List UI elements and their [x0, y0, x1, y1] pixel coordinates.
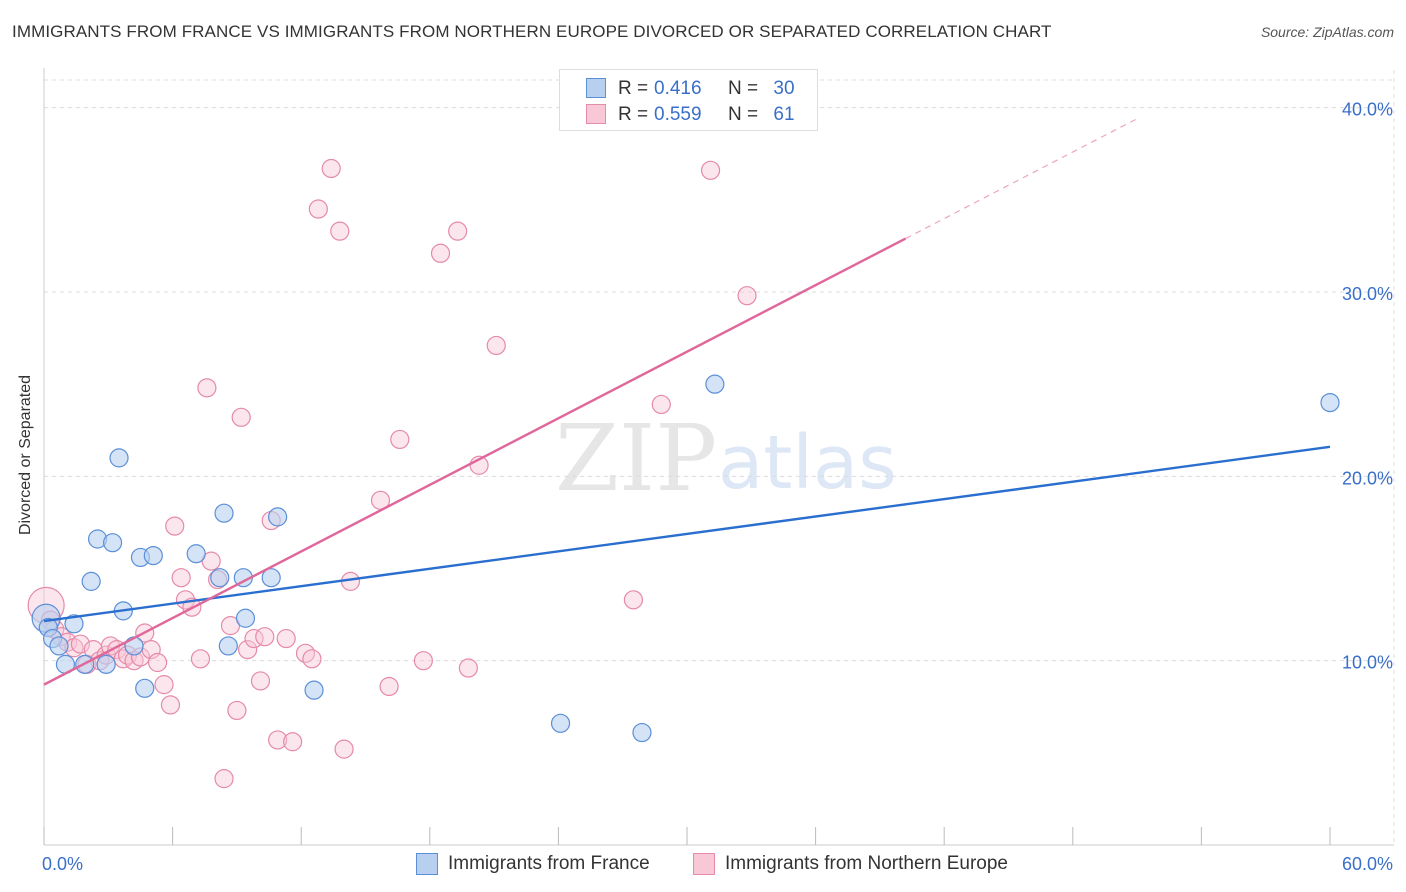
- y-tick-label: 40.0%: [1342, 100, 1393, 120]
- france-point: [186, 544, 206, 564]
- series-legend: Immigrants from France Immigrants from N…: [0, 853, 1406, 877]
- northern-europe-point: [623, 590, 644, 610]
- northern-europe-point: [737, 286, 757, 306]
- northern-europe-point: [190, 649, 211, 669]
- northern-europe-point: [413, 651, 433, 671]
- france-point: [218, 636, 238, 656]
- northern-europe-point: [448, 221, 468, 241]
- france-point: [705, 374, 725, 394]
- trend-lines: [43, 118, 1331, 686]
- france-point: [268, 507, 288, 527]
- northern-europe-point: [283, 732, 303, 752]
- france-point: [550, 713, 571, 733]
- watermark: ZIP atlas: [555, 405, 897, 512]
- northern-europe-legend-label: Immigrants from Northern Europe: [725, 853, 1008, 874]
- northern-europe-point: [238, 640, 258, 660]
- northern-europe-point: [227, 700, 247, 721]
- r-label: R =: [618, 104, 649, 125]
- northern-europe-point: [651, 394, 671, 415]
- watermark-atlas: atlas: [718, 420, 897, 506]
- france-point: [214, 503, 234, 523]
- y-tick-label: 30.0%: [1342, 284, 1393, 304]
- y-tick-label: 10.0%: [1342, 653, 1393, 673]
- france-legend-swatch: [416, 853, 438, 875]
- northern-europe-point: [379, 676, 399, 697]
- n-label: N =: [728, 78, 759, 99]
- northern-europe-point: [390, 429, 410, 450]
- chart-title: IMMIGRANTS FROM FRANCE VS IMMIGRANTS FRO…: [12, 22, 1052, 41]
- northern-europe-point: [334, 739, 354, 759]
- watermark-zip: ZIP: [555, 405, 717, 512]
- northern-europe-point: [160, 695, 181, 715]
- northern-europe-point: [321, 158, 341, 179]
- france-point: [124, 636, 144, 656]
- northern-europe-swatch: [586, 104, 606, 124]
- france-point: [632, 722, 652, 743]
- northern-europe-n-value: 61: [773, 104, 795, 125]
- france-swatch: [586, 78, 606, 98]
- r-label: R =: [618, 78, 649, 99]
- france-point: [304, 680, 324, 700]
- northern-europe-points: [27, 158, 757, 789]
- northern-europe-point: [147, 652, 168, 673]
- france-point: [81, 571, 101, 591]
- france-point: [235, 608, 256, 628]
- northern-europe-trend-line: [43, 237, 907, 686]
- northern-europe-point: [255, 627, 275, 647]
- france-n-value: 30: [773, 78, 795, 99]
- northern-europe-point: [486, 335, 506, 356]
- france-point: [49, 636, 69, 656]
- northern-europe-point: [700, 160, 721, 180]
- tick-labels: 10.0% 20.0% 30.0% 40.0% 0.0% 60.0%: [42, 100, 1393, 874]
- northern-europe-trend-extension: [905, 118, 1138, 240]
- source-credit: Source: ZipAtlas.com: [1260, 24, 1394, 40]
- northern-europe-point: [458, 658, 478, 678]
- n-label: N =: [728, 104, 759, 125]
- france-point: [64, 614, 84, 634]
- northern-europe-point: [171, 568, 191, 588]
- france-point: [261, 568, 281, 588]
- x-tick-label: 0.0%: [42, 854, 83, 874]
- northern-europe-point: [430, 243, 451, 263]
- y-tick-label: 20.0%: [1342, 468, 1393, 488]
- northern-europe-point: [165, 516, 185, 536]
- northern-europe-point: [330, 221, 350, 241]
- axes: [43, 68, 1394, 846]
- france-r-value: 0.416: [654, 78, 702, 99]
- northern-europe-point: [154, 675, 174, 695]
- france-trend-line: [43, 445, 1331, 623]
- northern-europe-point: [250, 671, 271, 691]
- northern-europe-point: [214, 769, 234, 789]
- france-point: [96, 654, 116, 674]
- correlation-legend: R = 0.416 N = 30 R = 0.559 N = 61: [559, 69, 818, 131]
- northern-europe-point: [276, 628, 296, 649]
- x-tick-label: 60.0%: [1342, 854, 1393, 874]
- northern-europe-point: [197, 378, 217, 398]
- northern-europe-legend-swatch: [693, 853, 715, 875]
- northern-europe-point: [231, 407, 251, 427]
- northern-europe-point: [308, 199, 328, 219]
- france-point: [1320, 392, 1340, 413]
- france-point: [109, 448, 129, 468]
- northern-europe-point: [302, 649, 322, 669]
- france-legend-label: Immigrants from France: [448, 853, 650, 874]
- france-point: [102, 533, 123, 553]
- northern-europe-r-value: 0.559: [654, 104, 702, 125]
- france-point: [143, 545, 163, 566]
- france-point: [135, 678, 155, 698]
- france-point: [210, 568, 230, 588]
- northern-europe-point: [268, 730, 288, 750]
